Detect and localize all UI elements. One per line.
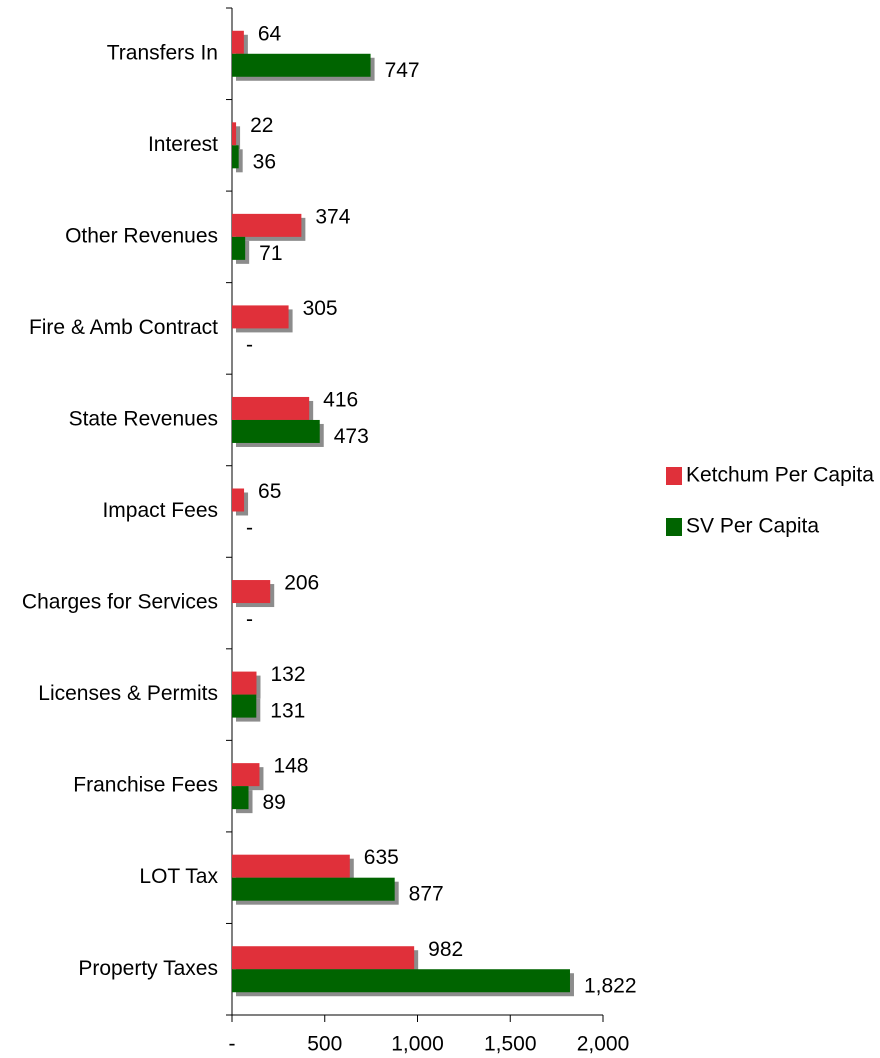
y-tick-label: Fire & Amb Contract [29,316,218,339]
bar [232,763,260,787]
bar [232,396,310,420]
bar [232,969,570,993]
legend-swatch [666,518,682,536]
data-label: 877 [409,883,444,906]
bar [232,877,395,901]
bar [232,122,237,146]
x-tick-label: 1,000 [391,1033,444,1056]
bar [232,236,246,260]
bar-shadow [236,126,241,150]
bar [232,488,245,512]
legend-swatch [666,467,682,485]
x-tick-label: 2,000 [577,1033,630,1056]
bar [232,694,257,718]
x-tick-label: 1,500 [484,1033,537,1056]
data-label: 374 [315,205,350,228]
data-label: - [246,333,253,356]
data-label: 148 [273,755,308,778]
data-label: 416 [323,389,358,412]
data-label: 206 [284,572,319,595]
x-tick-label: 500 [307,1033,342,1056]
data-label: 1,822 [584,974,637,997]
y-tick-label: Charges for Services [22,591,218,614]
bar [232,671,257,695]
data-label: 22 [250,114,273,137]
legend-label: Ketchum Per Capita [686,464,874,487]
bar [232,305,289,329]
data-label: 36 [253,150,276,173]
data-label: 71 [259,242,282,265]
data-label: - [246,608,253,631]
y-tick-label: Impact Fees [102,499,218,522]
data-label: 89 [263,791,286,814]
data-label: 132 [270,663,305,686]
bar [232,786,249,810]
bar [232,946,415,970]
y-tick-label: State Revenues [69,408,218,431]
data-label: 305 [303,297,338,320]
y-tick-label: Franchise Fees [73,774,218,797]
bar [232,580,271,604]
x-tick-label: - [229,1033,236,1056]
bar-shadow [236,149,243,173]
y-tick-label: Property Taxes [78,957,218,980]
data-label: 747 [385,59,420,82]
data-label: 65 [258,480,281,503]
bar [232,53,371,77]
y-tick-label: Transfers In [107,41,218,64]
data-label: 982 [428,938,463,961]
bar [232,145,239,169]
data-label: 64 [258,22,282,45]
y-tick-label: LOT Tax [139,865,218,888]
y-tick-label: Licenses & Permits [38,682,218,705]
data-label: 473 [334,425,369,448]
y-tick-label: Other Revenues [65,224,218,247]
bar [232,213,302,237]
data-label: - [246,517,253,540]
bar [232,854,350,878]
legend-label: SV Per Capita [686,515,819,538]
data-label: 131 [270,700,305,723]
bar [232,30,244,54]
data-label: 635 [364,846,399,869]
y-tick-label: Interest [148,133,218,156]
bar [232,419,320,443]
